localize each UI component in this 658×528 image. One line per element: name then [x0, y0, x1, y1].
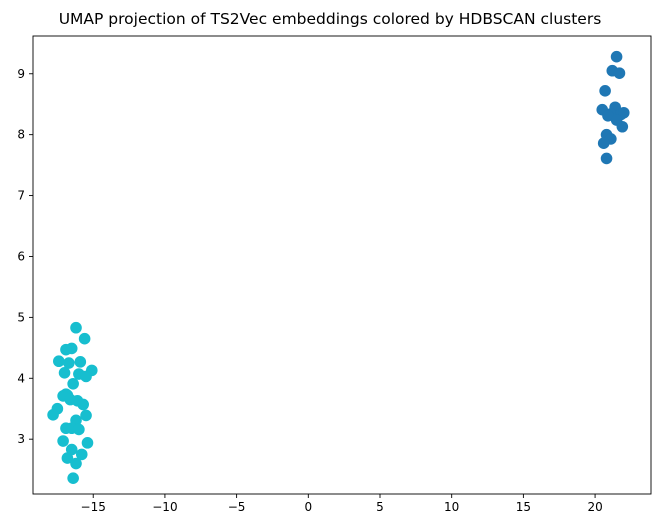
- scatter-point: [597, 137, 610, 149]
- x-tick-label: 10: [444, 500, 459, 514]
- cluster-series: [596, 50, 630, 165]
- y-axis: 3 4 5 6 7 8 9: [17, 67, 33, 446]
- scatter-point: [80, 409, 92, 422]
- scatter-point: [70, 457, 82, 470]
- scatter-point: [47, 409, 59, 421]
- scatter-point: [74, 356, 87, 368]
- scatter-point: [61, 452, 74, 464]
- x-tick-label: 15: [516, 500, 531, 514]
- x-tick-label: −10: [152, 500, 177, 514]
- scatter-point: [58, 367, 71, 379]
- scatter-point: [81, 437, 94, 449]
- scatter-point: [67, 377, 79, 390]
- x-tick-label: −15: [81, 500, 106, 514]
- scatter-point: [67, 472, 79, 484]
- scatter-point: [78, 332, 91, 345]
- scatter-point: [600, 152, 613, 165]
- y-tick-label: 5: [17, 310, 25, 324]
- scatter-point: [616, 120, 629, 133]
- x-tick-label: 5: [376, 500, 384, 514]
- scatter-point: [617, 106, 630, 119]
- scatter-point: [602, 109, 614, 122]
- scatter-point: [73, 423, 85, 436]
- scatter-point: [599, 85, 611, 97]
- y-tick-label: 7: [17, 189, 25, 203]
- x-tick-label: 20: [587, 500, 602, 514]
- chart-title: UMAP projection of TS2Vec embeddings col…: [59, 10, 602, 28]
- x-tick-label: −5: [228, 500, 246, 514]
- scatter-point: [57, 435, 69, 447]
- scatter-point: [70, 321, 82, 334]
- scatter-point: [53, 355, 65, 368]
- scatter-point: [77, 398, 89, 411]
- y-tick-label: 4: [17, 371, 25, 385]
- x-axis: −15 −10 −5 0 5 10 15 20: [81, 494, 603, 514]
- scatter-point: [63, 357, 75, 369]
- scatter-point: [75, 448, 88, 461]
- scatter-point: [610, 50, 623, 63]
- cluster-series: [47, 321, 98, 484]
- y-tick-label: 9: [17, 67, 25, 81]
- x-tick-label: 0: [304, 500, 312, 514]
- y-tick-label: 3: [17, 432, 25, 446]
- plot-area: [47, 50, 630, 484]
- y-tick-label: 8: [17, 128, 25, 142]
- scatter-point: [613, 67, 626, 79]
- scatter-point: [60, 343, 72, 356]
- y-tick-label: 6: [17, 249, 25, 263]
- scatter-point: [80, 370, 92, 383]
- plot-frame: [32, 35, 652, 495]
